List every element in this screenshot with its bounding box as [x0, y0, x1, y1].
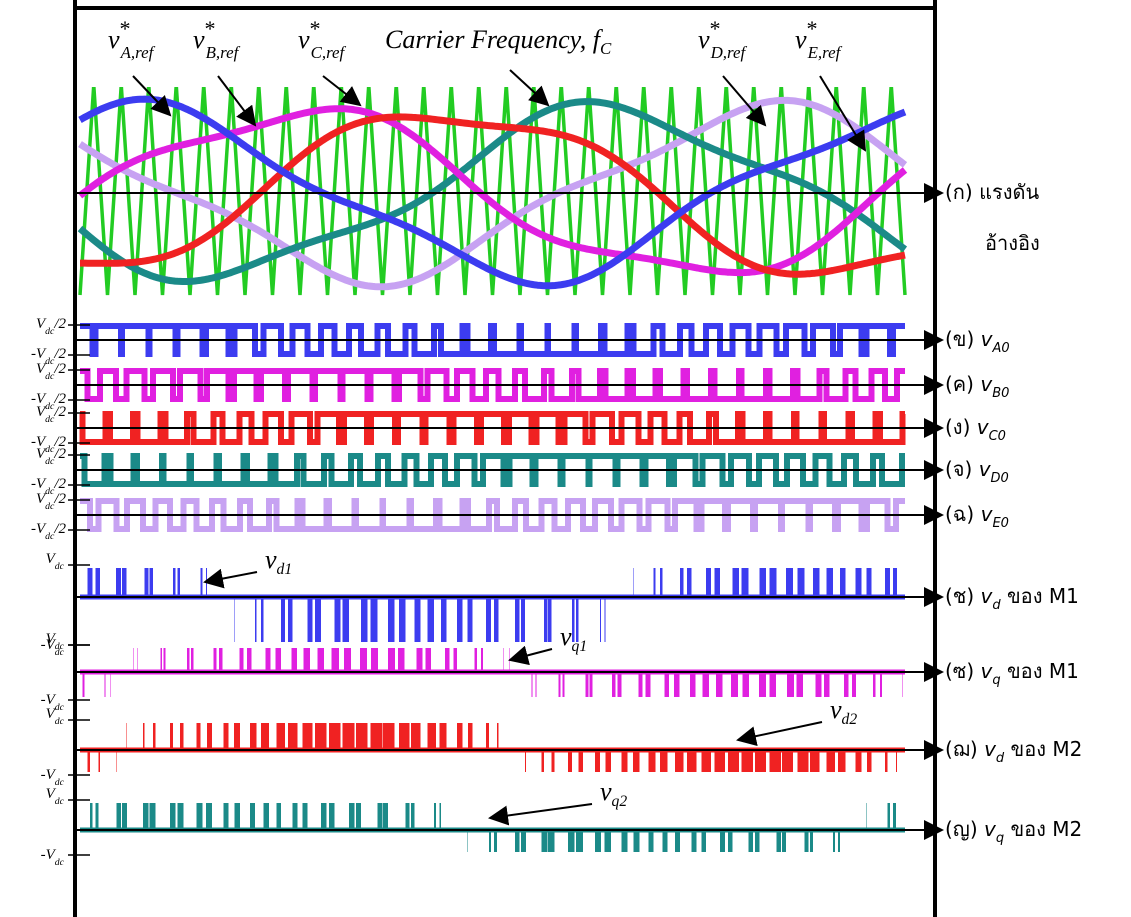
label-suffix: /2	[53, 476, 66, 492]
pointer-arrow	[510, 649, 552, 660]
lower-level-label: -Vdc	[41, 767, 65, 788]
label-prefix: (ง)	[945, 415, 977, 439]
label-sub: D,ref	[710, 43, 748, 62]
trace-label: vd1	[265, 545, 292, 578]
label-prefix: (ซ)	[945, 659, 981, 683]
reference-label: v* D,ref	[698, 16, 747, 62]
label-prefix: (จ)	[945, 457, 979, 481]
lower-level-label: -Vdc	[41, 847, 65, 868]
label-sub: d1	[277, 561, 293, 578]
label-sub: E,ref	[807, 43, 843, 62]
label-suffix: /2	[53, 521, 66, 537]
label-symbol: v	[298, 25, 310, 54]
label-suffix: ของ M1	[1001, 659, 1079, 683]
label-sup: *	[310, 16, 321, 41]
label-prefix: (ฌ)	[945, 737, 984, 761]
label-prefix: (ช)	[945, 584, 981, 608]
label-sup: *	[710, 16, 721, 41]
label-sub: dc	[55, 857, 65, 868]
carrier-label: Carrier Frequency, fC	[385, 25, 612, 58]
trace-label: vq2	[600, 777, 627, 810]
upper-level-label: Vdc/2	[36, 316, 67, 337]
label-sub: E0	[992, 516, 1009, 531]
label-symbol: v	[795, 25, 807, 54]
label-prefix: (ค)	[945, 372, 980, 396]
waveform-diagram: Vdc/2-Vdc/2(ข) vA0Vdc/2-Vdc/2(ค) vB0Vdc/…	[0, 0, 1131, 917]
pointer-arrow	[510, 70, 548, 105]
label-suffix: /2	[53, 404, 66, 420]
label-sub: dc	[55, 641, 65, 652]
label-sup: *	[807, 16, 818, 41]
reference-caption: (ก) แรงดัน	[945, 180, 1039, 204]
upper-level-label: Vdc	[46, 786, 65, 807]
label-symbol: v	[265, 545, 277, 574]
trace-caption: (ซ) vq ของ M1	[945, 659, 1079, 688]
label-suffix: ของ M2	[1004, 737, 1082, 761]
label-sub: D0	[991, 471, 1009, 486]
label-sup: *	[120, 16, 131, 41]
label-sup: *	[205, 16, 216, 41]
trace-caption: (จ) vD0	[945, 457, 1009, 486]
label-sub: q	[992, 673, 1000, 688]
label-prefix: Carrier Frequency,	[385, 25, 593, 54]
label-sub: dc	[55, 702, 65, 713]
label-symbol: v	[830, 695, 842, 724]
label-sub: q	[996, 831, 1004, 846]
label-prefix: (ข)	[945, 327, 981, 351]
lower-level-label: -Vdc/2	[31, 521, 67, 542]
trace-caption: (ฌ) vd ของ M2	[945, 737, 1082, 766]
label-sub: q1	[572, 638, 588, 655]
trace-caption: (ฉ) vE0	[945, 502, 1009, 531]
label-prefix: (ญ)	[945, 817, 984, 841]
pointer-arrow	[218, 76, 255, 125]
label-sub: C0	[989, 429, 1006, 444]
label-suffix: /2	[53, 316, 66, 332]
trace-label: vd2	[830, 695, 857, 728]
label-suffix: ของ M1	[1001, 584, 1079, 608]
label-sub: B,ref	[206, 43, 241, 62]
reference-label: v* B,ref	[193, 16, 241, 62]
label-symbol: v	[193, 25, 205, 54]
reference-label: v* A,ref	[108, 16, 156, 62]
reference-label: v* E,ref	[795, 16, 843, 62]
label-sub: A,ref	[120, 43, 156, 62]
label-suffix: /2	[53, 491, 66, 507]
line-voltage-wave	[88, 568, 898, 642]
label-sub: C	[600, 39, 612, 58]
label-symbol: v	[600, 777, 612, 806]
trace-caption: (ข) vA0	[945, 327, 1010, 356]
label-sub: dc	[55, 561, 65, 572]
trace-caption: (ง) vC0	[945, 415, 1006, 444]
label-suffix: /2	[53, 346, 66, 362]
pointer-arrow	[205, 572, 257, 582]
label-sub: dc	[55, 777, 65, 788]
pointer-arrow	[490, 804, 592, 818]
label-sub: dc	[55, 796, 65, 807]
label-suffix: /2	[53, 446, 66, 462]
trace-caption: (ช) vd ของ M1	[945, 584, 1079, 613]
reference-wave	[80, 109, 905, 273]
label-sub: C,ref	[311, 43, 347, 62]
upper-level-label: Vdc	[46, 551, 65, 572]
label-symbol: v	[698, 25, 710, 54]
reference-label: v* C,ref	[298, 16, 347, 62]
label-sub: dc	[55, 716, 65, 727]
label-symbol: v	[108, 25, 120, 54]
label-sub: B0	[992, 386, 1009, 401]
label-prefix: (ฉ)	[945, 502, 981, 526]
trace-caption: (ญ) vq ของ M2	[945, 817, 1082, 846]
pointer-arrow	[738, 722, 822, 740]
label-sub: q2	[612, 793, 628, 810]
label-sub: A0	[991, 341, 1009, 356]
label-symbol: v	[560, 622, 572, 651]
trace-caption: (ค) vB0	[945, 372, 1009, 401]
label-sub: d2	[842, 711, 858, 728]
label-suffix: ของ M2	[1004, 817, 1082, 841]
label-suffix: /2	[53, 361, 66, 377]
reference-caption: อ้างอิง	[985, 231, 1040, 255]
